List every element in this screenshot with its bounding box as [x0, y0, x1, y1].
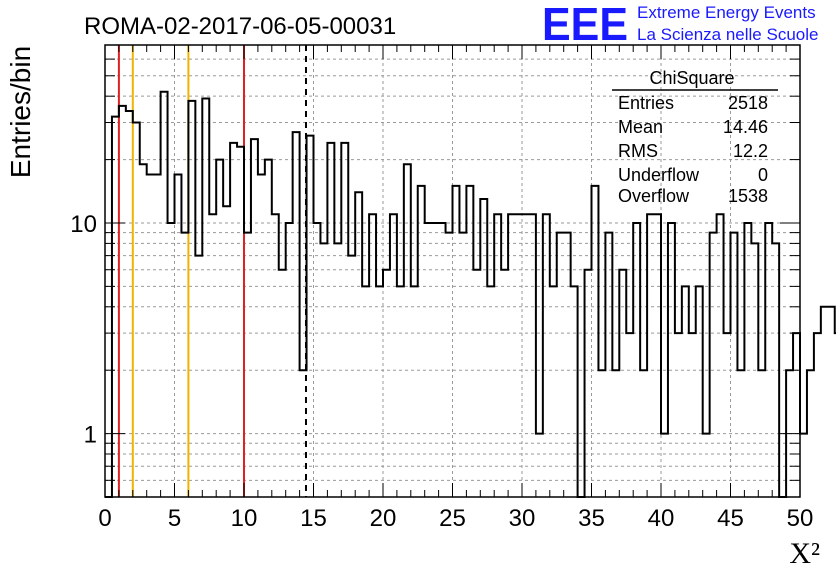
x-tick-label: 30 [509, 505, 536, 532]
chart-title: ROMA-02-2017-06-05-00031 [84, 13, 396, 40]
x-axis-label: X² [789, 537, 820, 570]
logo-line-1: Extreme Energy Events [637, 3, 816, 22]
x-tick-label: 20 [370, 505, 397, 532]
stats-rms-value: 12.2 [733, 141, 768, 161]
x-tick-label: 25 [439, 505, 466, 532]
stats-title: ChiSquare [649, 68, 734, 88]
x-tick-label: 40 [648, 505, 675, 532]
y-tick-label: 10 [70, 211, 97, 238]
axes [104, 44, 801, 498]
y-tick-label: 1 [84, 422, 97, 449]
eee-logo: EEE Extreme Energy Events La Scienza nel… [542, 0, 818, 50]
x-tick-label: 5 [168, 505, 181, 532]
logo-line-2: La Scienza nelle Scuole [637, 25, 818, 44]
reference-lines [117, 45, 307, 497]
stats-overflow-label: Overflow [618, 186, 690, 206]
stats-entries-value: 2518 [728, 93, 768, 113]
stats-box: ChiSquare Entries 2518 Mean 14.46 RMS 12… [612, 68, 778, 206]
stats-rms-label: RMS [618, 141, 658, 161]
histogram-series [105, 90, 836, 498]
eee-logo-mark: EEE [542, 0, 628, 50]
stats-underflow-label: Underflow [618, 165, 700, 185]
x-tick-label: 45 [717, 505, 744, 532]
stats-mean-value: 14.46 [723, 117, 768, 137]
y-axis-label: Entries/bin [5, 46, 36, 178]
stats-overflow-value: 1538 [728, 186, 768, 206]
stats-entries-label: Entries [618, 93, 674, 113]
x-tick-label: 15 [300, 505, 327, 532]
tick-labels: 0 5 10 15 20 25 30 35 40 45 50 1 10 [70, 211, 813, 532]
x-tick-label: 50 [787, 505, 814, 532]
x-tick-label: 35 [578, 505, 605, 532]
x-tick-label: 0 [98, 505, 111, 532]
x-tick-label: 10 [231, 505, 258, 532]
stats-mean-label: Mean [618, 117, 663, 137]
stats-underflow-value: 0 [758, 165, 768, 185]
